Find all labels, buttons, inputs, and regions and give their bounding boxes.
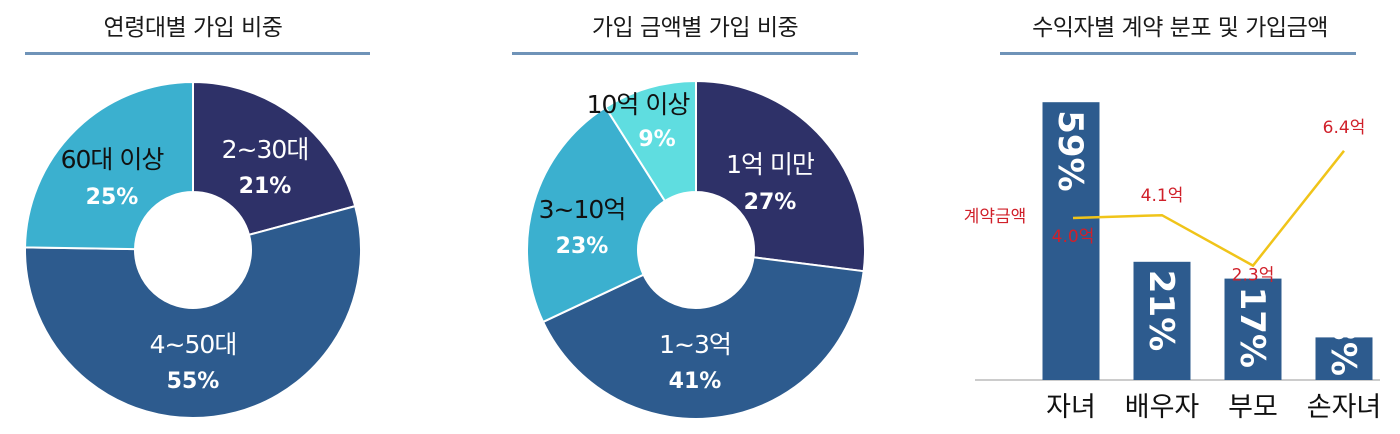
pct-1-3eok: 41%	[669, 369, 722, 394]
category-children: 자녀	[1046, 392, 1096, 423]
bar-value-label-2: 17%	[1232, 287, 1272, 368]
donut-slice-1	[541, 256, 865, 420]
donut-age	[24, 80, 362, 420]
donut-slice-2	[526, 105, 667, 324]
bar-value-label-0: 59%	[1050, 110, 1090, 191]
pct-under-1eok: 27%	[744, 190, 797, 215]
bar-3	[1315, 337, 1373, 380]
amount-label-1: 4.1억	[1141, 186, 1184, 206]
amount-label-3: 6.4억	[1323, 118, 1366, 138]
donut-slice-0	[695, 79, 866, 273]
pct-3-10eok: 23%	[556, 234, 609, 259]
bar-value-label-3: 3%	[1323, 318, 1363, 376]
category-grandchildren: 손자녀	[1307, 392, 1382, 423]
pct-10eok-plus: 9%	[638, 127, 675, 152]
label-10eok-plus: 10억 이상	[587, 90, 691, 119]
donut-slice-2	[24, 80, 194, 251]
bar-2	[1224, 278, 1282, 380]
title-underline-amount	[512, 52, 858, 55]
bar-1	[1133, 261, 1191, 380]
chart-title-beneficiary: 수익자별 계약 분포 및 가입금액	[1032, 15, 1328, 41]
donut-slice-3	[604, 79, 697, 203]
line-series-name: 계약금액	[964, 207, 1027, 227]
label-60plus: 60대 이상	[61, 145, 165, 174]
title-underline-age	[25, 52, 370, 55]
pct-60plus: 25%	[86, 185, 139, 210]
chart-title-age: 연령대별 가입 비중	[103, 15, 283, 41]
category-spouse: 배우자	[1125, 392, 1200, 423]
donut-slice-0	[192, 80, 357, 237]
label-40-50s: 4~50대	[150, 330, 237, 359]
amount-label-0: 4.0억	[1052, 227, 1095, 247]
label-under-1eok: 1억 미만	[726, 150, 815, 179]
pct-40-50s: 55%	[167, 369, 220, 394]
bar-chart-beneficiary: 59% 21% 17% 3% 4.0억 4.1억 2.3억 6.4억	[975, 102, 1380, 381]
donut-slice-1	[24, 204, 362, 420]
amount-line	[1072, 150, 1345, 268]
label-3-10eok: 3~10억	[539, 195, 626, 224]
title-underline-beneficiary	[1000, 52, 1356, 55]
chart-title-amount: 가입 금액별 가입 비중	[591, 15, 799, 41]
label-1-3eok: 1~3억	[659, 330, 731, 359]
donut-amount	[526, 79, 866, 420]
label-20-30s: 2~30대	[222, 135, 309, 164]
bar-value-label-1: 21%	[1141, 270, 1181, 351]
bar-0	[1042, 102, 1100, 380]
pct-20-30s: 21%	[239, 174, 292, 199]
category-parents: 부모	[1228, 392, 1278, 423]
amount-label-2: 2.3억	[1232, 266, 1275, 286]
